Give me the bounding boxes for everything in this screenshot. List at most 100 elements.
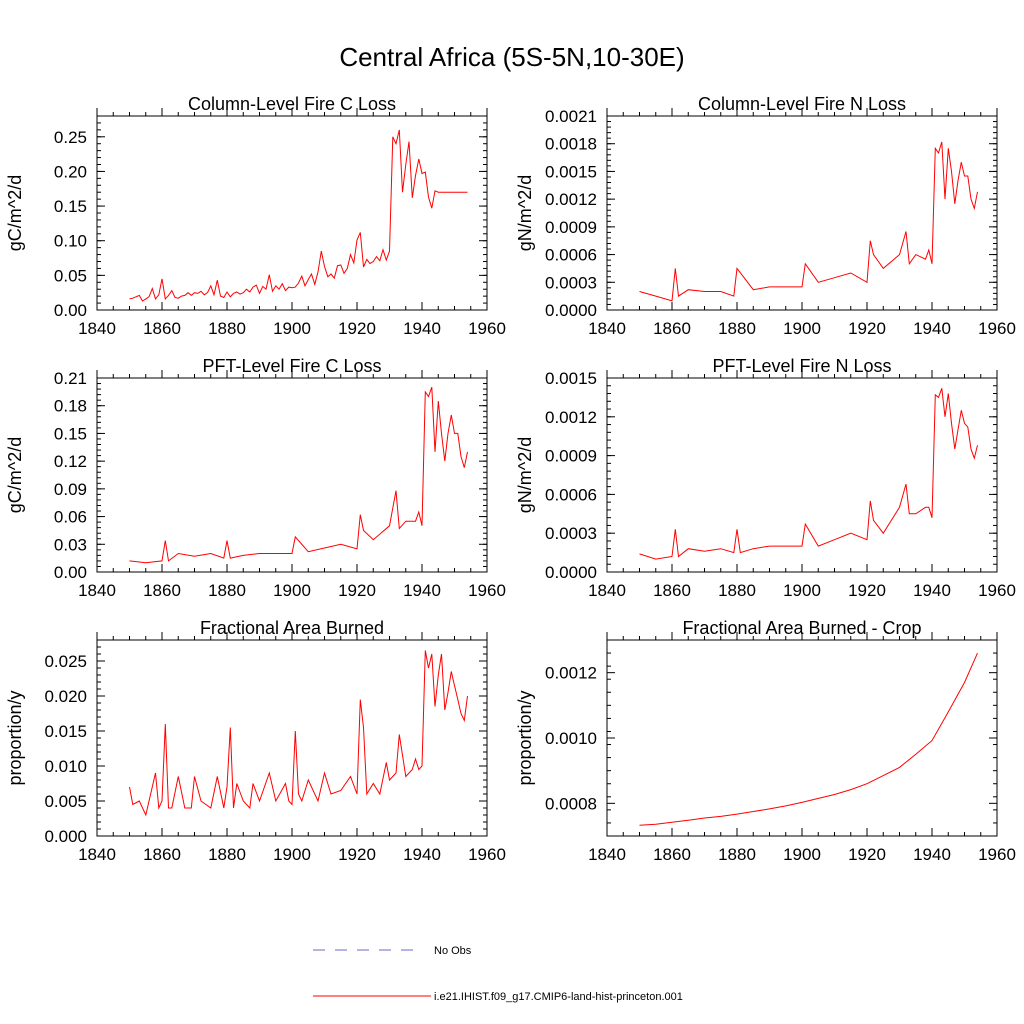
chart-title: Column-Level Fire C Loss xyxy=(188,94,396,114)
plot-frame xyxy=(606,639,998,837)
plot-frame xyxy=(96,639,488,837)
y-tick-label: 0.10 xyxy=(54,232,87,251)
x-tick-label: 1960 xyxy=(468,845,506,864)
y-tick-label: 0.0015 xyxy=(545,369,597,388)
legend-label-model: i.e21.IHIST.f09_g17.CMIP6-land-hist-prin… xyxy=(434,991,683,1003)
x-tick-label: 1940 xyxy=(913,319,951,338)
plot-frame xyxy=(96,377,488,573)
y-tick-label: 0.0000 xyxy=(545,563,597,582)
chart-panel-4: PFT-Level Fire N Loss gN/m^2/d 1840 1860 188… xyxy=(515,356,1016,600)
y-tick-label: 0.000 xyxy=(44,827,87,846)
chart-panel-6: Fractional Area Burned - Crop proportion/… xyxy=(515,618,1016,864)
x-tick-label: 1860 xyxy=(653,845,691,864)
y-tick-label: 0.0008 xyxy=(545,794,597,813)
series-line xyxy=(129,129,468,302)
x-tick-label: 1900 xyxy=(273,845,311,864)
series-line xyxy=(129,387,468,564)
chart-panel-3: PFT-Level Fire C Loss gC/m^2/d 1840 1860 188… xyxy=(5,356,506,600)
y-tick-label: 0.0003 xyxy=(545,273,597,292)
y-tick-label: 0.06 xyxy=(54,508,87,527)
y-tick-label: 0.005 xyxy=(44,792,87,811)
y-tick-label: 0.03 xyxy=(54,535,87,554)
y-tick-label: 0.0021 xyxy=(545,107,597,126)
x-tick-label: 1960 xyxy=(978,581,1016,600)
x-tick-label: 1840 xyxy=(588,319,626,338)
x-tick-label: 1880 xyxy=(208,319,246,338)
y-tick-label: 0.18 xyxy=(54,397,87,416)
y-tick-label: 0.25 xyxy=(54,128,87,147)
legend: No Obs i.e21.IHIST.f09_g17.CMIP6-land-hi… xyxy=(313,945,683,1003)
x-tick-label: 1940 xyxy=(403,581,441,600)
x-tick-label: 1960 xyxy=(978,845,1016,864)
series-line xyxy=(129,650,468,817)
y-tick-label: 0.0012 xyxy=(545,408,597,427)
x-tick-label: 1940 xyxy=(913,581,951,600)
x-tick-label: 1880 xyxy=(718,845,756,864)
chart-title: PFT-Level Fire N Loss xyxy=(712,356,891,376)
y-tick-label: 0.0015 xyxy=(545,162,597,181)
series-line xyxy=(639,141,978,302)
chart-title: Fractional Area Burned - Crop xyxy=(682,618,921,638)
x-tick-label: 1860 xyxy=(653,319,691,338)
y-axis-label: proportion/y xyxy=(5,690,25,785)
plot-frame xyxy=(606,115,998,311)
x-tick-label: 1860 xyxy=(143,845,181,864)
x-tick-label: 1860 xyxy=(143,581,181,600)
series-line xyxy=(639,388,978,560)
y-tick-label: 0.0006 xyxy=(545,485,597,504)
y-tick-label: 0.015 xyxy=(44,722,87,741)
y-tick-label: 0.0018 xyxy=(545,135,597,154)
x-tick-label: 1920 xyxy=(338,845,376,864)
figure-title: Central Africa (5S-5N,10-30E) xyxy=(339,42,684,72)
x-tick-label: 1920 xyxy=(338,319,376,338)
y-tick-label: 0.12 xyxy=(54,452,87,471)
x-tick-label: 1880 xyxy=(208,845,246,864)
x-tick-label: 1940 xyxy=(913,845,951,864)
y-tick-label: 0.15 xyxy=(54,197,87,216)
x-tick-label: 1900 xyxy=(273,319,311,338)
y-tick-label: 0.0012 xyxy=(545,190,597,209)
y-tick-label: 0.0012 xyxy=(545,664,597,683)
y-axis-label: gC/m^2/d xyxy=(5,437,25,513)
y-tick-label: 0.21 xyxy=(54,369,87,388)
y-tick-label: 0.0006 xyxy=(545,246,597,265)
x-tick-label: 1840 xyxy=(78,319,116,338)
y-tick-label: 0.020 xyxy=(44,687,87,706)
x-tick-label: 1860 xyxy=(653,581,691,600)
x-tick-label: 1900 xyxy=(273,581,311,600)
x-tick-label: 1880 xyxy=(208,581,246,600)
x-tick-label: 1900 xyxy=(783,581,821,600)
chart-title: PFT-Level Fire C Loss xyxy=(202,356,381,376)
y-axis-label: gN/m^2/d xyxy=(515,437,535,513)
x-tick-label: 1940 xyxy=(403,845,441,864)
series-line xyxy=(639,652,978,826)
x-tick-label: 1880 xyxy=(718,581,756,600)
x-tick-label: 1840 xyxy=(588,581,626,600)
chart-panel-2: Column-Level Fire N Loss gN/m^2/d 1840 1860… xyxy=(515,94,1016,338)
chart-panel-1: Column-Level Fire C Loss gC/m^2/d 1840 1860… xyxy=(5,94,506,338)
x-tick-label: 1900 xyxy=(783,845,821,864)
x-tick-label: 1840 xyxy=(588,845,626,864)
y-tick-label: 0.025 xyxy=(44,652,87,671)
y-tick-label: 0.05 xyxy=(54,266,87,285)
y-tick-label: 0.0009 xyxy=(545,218,597,237)
x-tick-label: 1840 xyxy=(78,845,116,864)
x-tick-label: 1960 xyxy=(468,319,506,338)
legend-label-no-obs: No Obs xyxy=(434,945,472,957)
y-tick-label: 0.0003 xyxy=(545,524,597,543)
x-tick-label: 1920 xyxy=(848,845,886,864)
panels: Column-Level Fire C Loss gC/m^2/d 1840 1860… xyxy=(5,94,1016,864)
x-tick-label: 1960 xyxy=(468,581,506,600)
x-tick-label: 1920 xyxy=(848,581,886,600)
x-tick-label: 1860 xyxy=(143,319,181,338)
chart-title: Fractional Area Burned xyxy=(200,618,384,638)
y-tick-label: 0.00 xyxy=(54,301,87,320)
chart-panel-5: Fractional Area Burned proportion/y 1840 18… xyxy=(5,618,506,864)
plot-frame xyxy=(96,115,488,311)
y-tick-label: 0.00 xyxy=(54,563,87,582)
x-tick-label: 1880 xyxy=(718,319,756,338)
x-tick-label: 1840 xyxy=(78,581,116,600)
y-axis-label: gC/m^2/d xyxy=(5,175,25,251)
y-tick-label: 0.09 xyxy=(54,480,87,499)
